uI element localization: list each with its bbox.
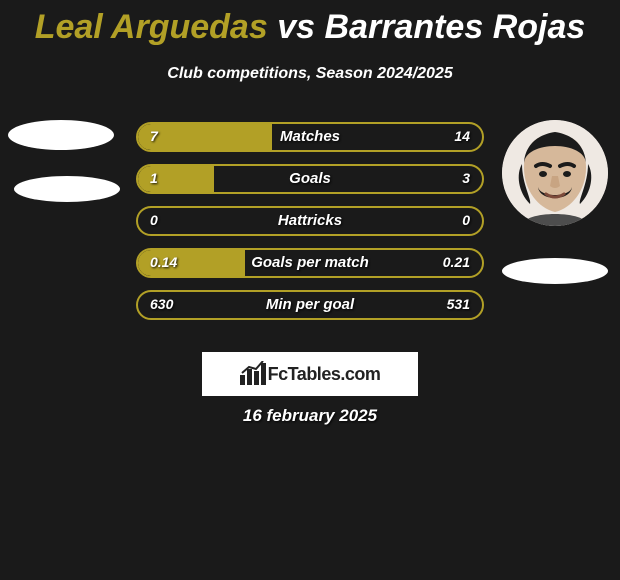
player2-shadow [502, 258, 608, 284]
subtitle: Club competitions, Season 2024/2025 [0, 65, 620, 83]
bar-row: 630Min per goal531 [136, 290, 484, 320]
bar-label: Goals per match [138, 254, 482, 271]
bar-value-right: 531 [447, 296, 470, 312]
player2-avatar [502, 120, 608, 226]
bar-row: 0.14Goals per match0.21 [136, 248, 484, 278]
chart-icon [240, 361, 266, 385]
page-title: Leal Arguedas vs Barrantes Rojas [0, 0, 620, 47]
bar-label: Matches [138, 128, 482, 145]
bar-value-right: 0.21 [443, 254, 470, 270]
bar-value-right: 3 [462, 170, 470, 186]
vs-label: vs [277, 8, 315, 46]
player1-avatar [8, 120, 114, 150]
comparison-infographic: Leal Arguedas vs Barrantes Rojas Club co… [0, 0, 620, 580]
bar-row: 7Matches14 [136, 122, 484, 152]
bar-row: 1Goals3 [136, 164, 484, 194]
date-label: 16 february 2025 [0, 406, 620, 426]
logo-box: FcTables.com [202, 352, 418, 396]
bar-label: Hattricks [138, 212, 482, 229]
bar-row: 0Hattricks0 [136, 206, 484, 236]
bar-value-right: 14 [454, 128, 470, 144]
avatar-face-icon [502, 120, 608, 226]
bar-label: Goals [138, 170, 482, 187]
logo-text: FcTables.com [268, 364, 381, 384]
bar-value-right: 0 [462, 212, 470, 228]
player1-name: Leal Arguedas [35, 8, 268, 46]
player1-shadow [14, 176, 120, 202]
comparison-bars: 7Matches14 1Goals3 0Hattricks0 0.14Goals pe… [136, 122, 484, 332]
bar-label: Min per goal [138, 296, 482, 313]
player2-name: Barrantes Rojas [325, 8, 586, 46]
